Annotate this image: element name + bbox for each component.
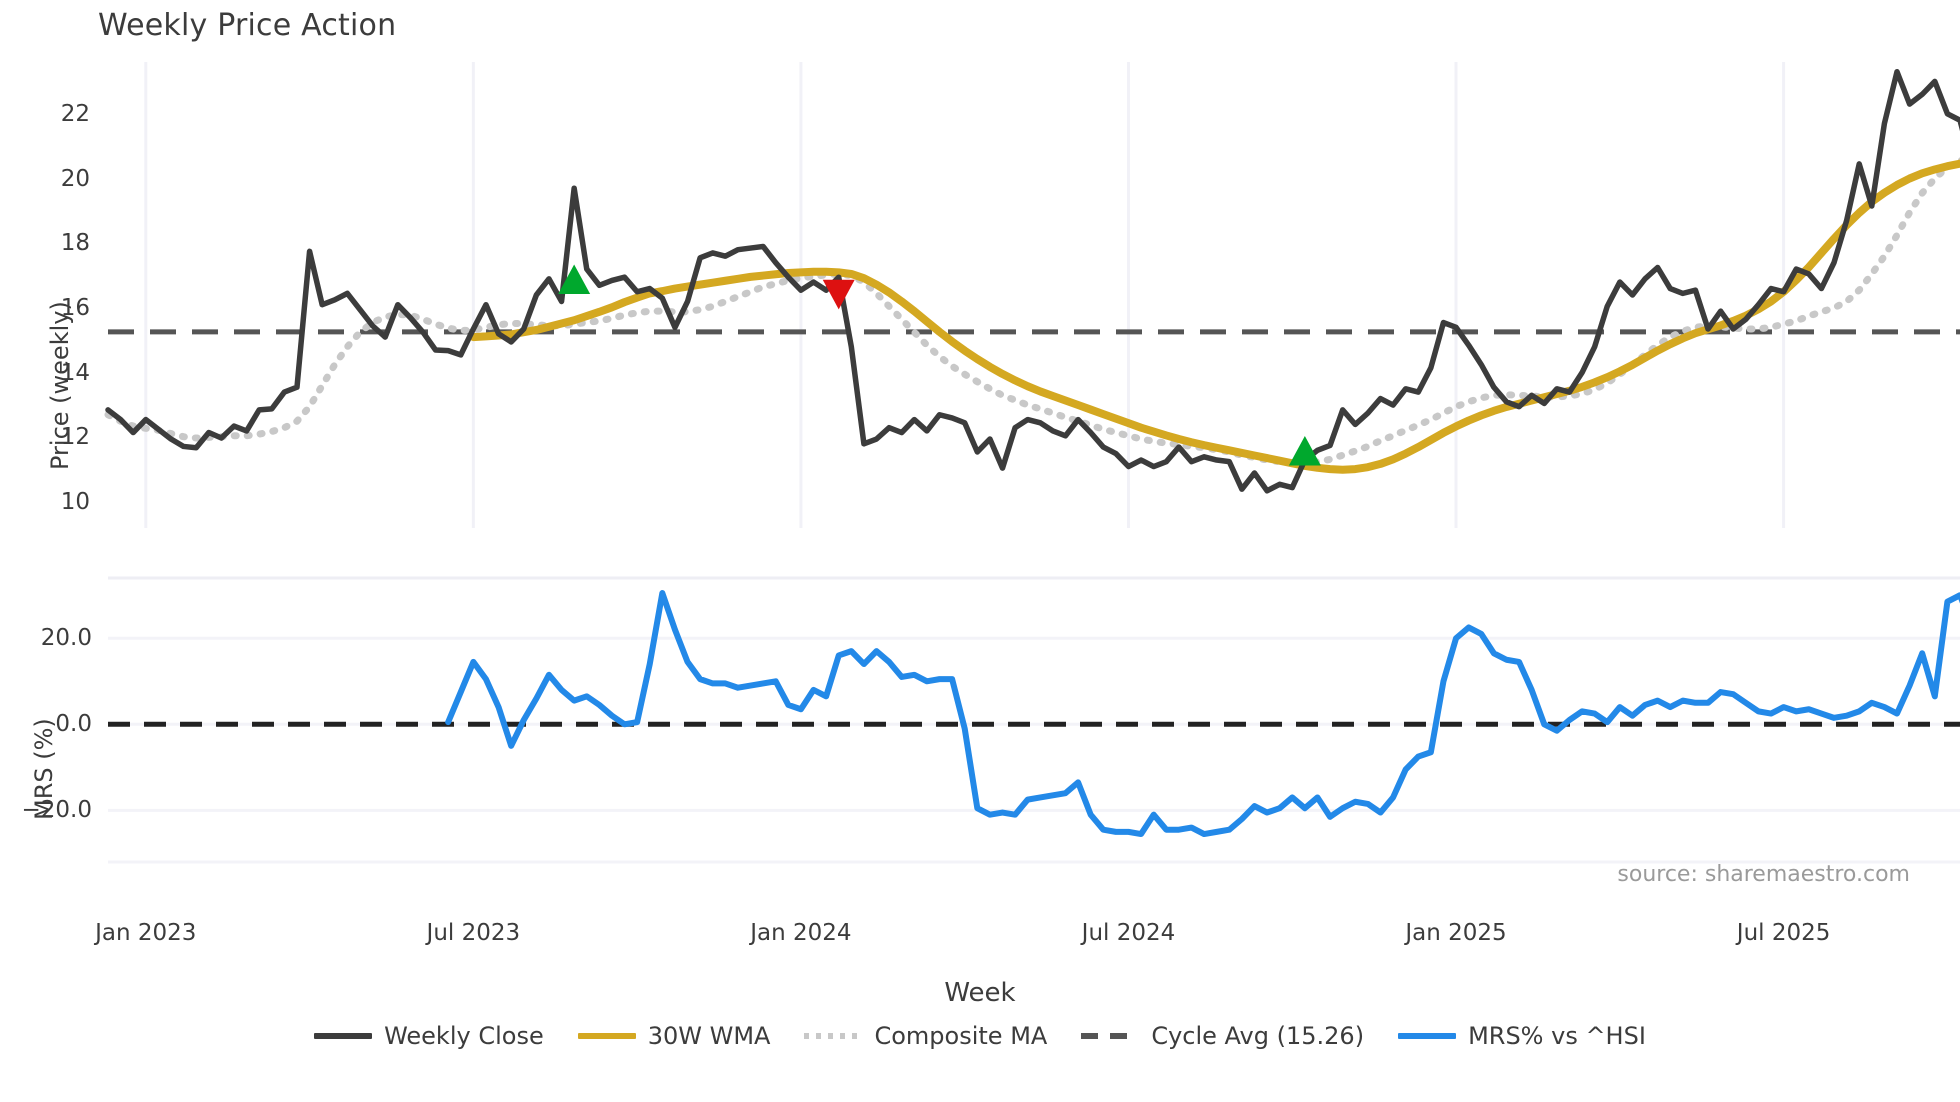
price-y-tick: 12 xyxy=(60,424,90,451)
x-tick: Jan 2023 xyxy=(95,920,197,946)
legend-label-cycle-avg: Cycle Avg (15.26) xyxy=(1151,1022,1365,1050)
x-tick: Jul 2025 xyxy=(1736,920,1831,946)
legend-label-30w-wma: 30W WMA xyxy=(647,1022,771,1050)
legend-swatch-weekly-close-icon xyxy=(314,1026,373,1046)
mrs-y-tick: 20.0 xyxy=(40,625,92,652)
price-y-tick: 14 xyxy=(60,359,90,386)
mrs-y-tick: 0.0 xyxy=(55,711,92,738)
price-y-tick: 18 xyxy=(60,230,90,257)
legend-label-mrs-pct: MRS% vs ^HSI xyxy=(1468,1022,1646,1050)
chart-title: Weekly Price Action xyxy=(98,8,397,43)
x-tick: Jan 2024 xyxy=(750,920,852,946)
chart-legend: Weekly Close 30W WMA Composite MA Cycle Avg… xyxy=(0,1022,1960,1050)
wma-line xyxy=(469,159,1960,474)
price-y-tick: 20 xyxy=(60,165,90,192)
legend-label-weekly-close: Weekly Close xyxy=(384,1022,544,1050)
source-watermark: source: sharemaestro.com xyxy=(1617,862,1910,887)
x-tick: Jul 2024 xyxy=(1081,920,1176,946)
legend-swatch-cycle-avg-icon xyxy=(1081,1026,1140,1046)
price-y-tick: 16 xyxy=(60,294,90,321)
signal-markers xyxy=(558,264,1321,466)
x-tick: Jan 2025 xyxy=(1405,920,1507,946)
composite-ma-line xyxy=(104,157,1960,467)
price-y-tick: 10 xyxy=(60,489,90,516)
legend-item-cycle-avg[interactable]: Cycle Avg (15.26) xyxy=(1081,1022,1364,1050)
x-axis-label: Week xyxy=(944,978,1016,1008)
legend-swatch-30w-wma-icon xyxy=(577,1026,636,1046)
legend-item-mrs-pct[interactable]: MRS% vs ^HSI xyxy=(1398,1022,1646,1050)
mrs-line xyxy=(445,590,1960,838)
legend-item-weekly-close[interactable]: Weekly Close xyxy=(314,1022,544,1050)
price-y-tick: 22 xyxy=(60,100,90,127)
legend-label-composite-ma: Composite MA xyxy=(874,1022,1048,1050)
legend-item-composite-ma[interactable]: Composite MA xyxy=(804,1022,1047,1050)
gridlines xyxy=(144,62,1786,528)
weekly-close-line xyxy=(105,68,1960,494)
mrs-y-tick: −20.0 xyxy=(21,797,92,824)
legend-swatch-mrs-pct-icon xyxy=(1398,1026,1457,1046)
x-tick: Jul 2023 xyxy=(426,920,521,946)
legend-item-30w-wma[interactable]: 30W WMA xyxy=(577,1022,771,1050)
mrs-gridlines xyxy=(108,576,1960,864)
legend-swatch-composite-ma-icon xyxy=(804,1026,863,1046)
